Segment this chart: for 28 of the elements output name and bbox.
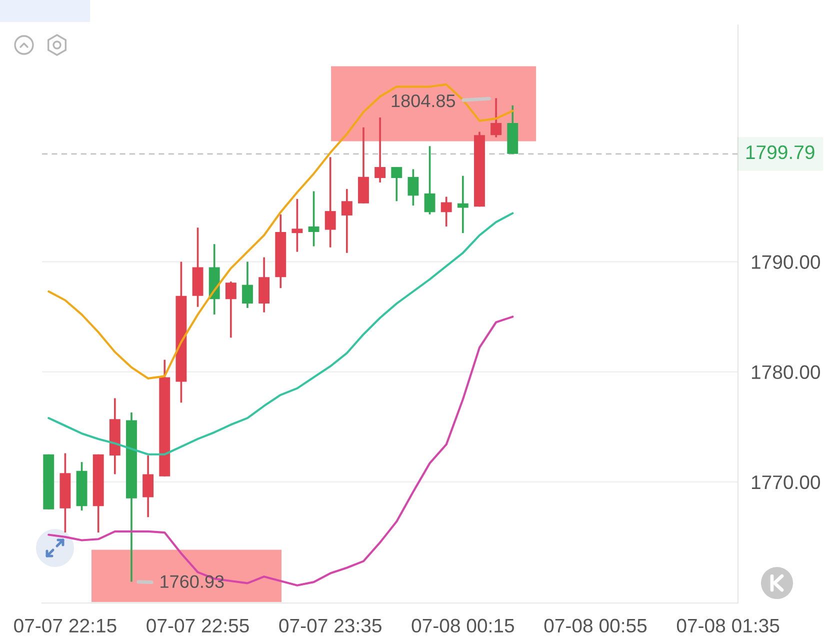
ref-line-label: 1799.79	[746, 145, 814, 160]
x-tick-label: 07-08 01:35	[676, 618, 780, 633]
y-tick-label: 1790.00	[752, 255, 820, 269]
candlestick	[292, 198, 303, 253]
candlestick	[341, 188, 352, 254]
candlestick	[324, 156, 336, 248]
annotation: 1804.85	[392, 94, 456, 108]
x-tick-label: 07-07 23:35	[279, 618, 382, 633]
candlestick	[408, 168, 419, 206]
candlestick	[242, 260, 253, 309]
y-tick-label: 1780.00	[752, 365, 820, 380]
candlestick	[308, 190, 320, 248]
line-series	[48, 83, 514, 380]
x-tick-label: 07-08 00:55	[544, 618, 647, 633]
candlestick	[225, 280, 236, 339]
candlestick	[142, 454, 154, 518]
x-tick-label: 07-08 00:15	[412, 618, 514, 633]
x-tick-label: 07-07 22:55	[146, 618, 249, 633]
candlestick	[424, 145, 436, 216]
candlestick	[457, 174, 468, 234]
x-tick-label: 07-07 22:15	[14, 618, 116, 633]
line-series	[48, 212, 514, 456]
candlestick	[440, 196, 452, 228]
candlestick	[391, 166, 402, 202]
y-tick-label: 1770.00	[752, 475, 820, 490]
annotation: 1760.93	[160, 575, 224, 588]
candlestick	[490, 97, 502, 138]
candlestick	[374, 116, 386, 184]
